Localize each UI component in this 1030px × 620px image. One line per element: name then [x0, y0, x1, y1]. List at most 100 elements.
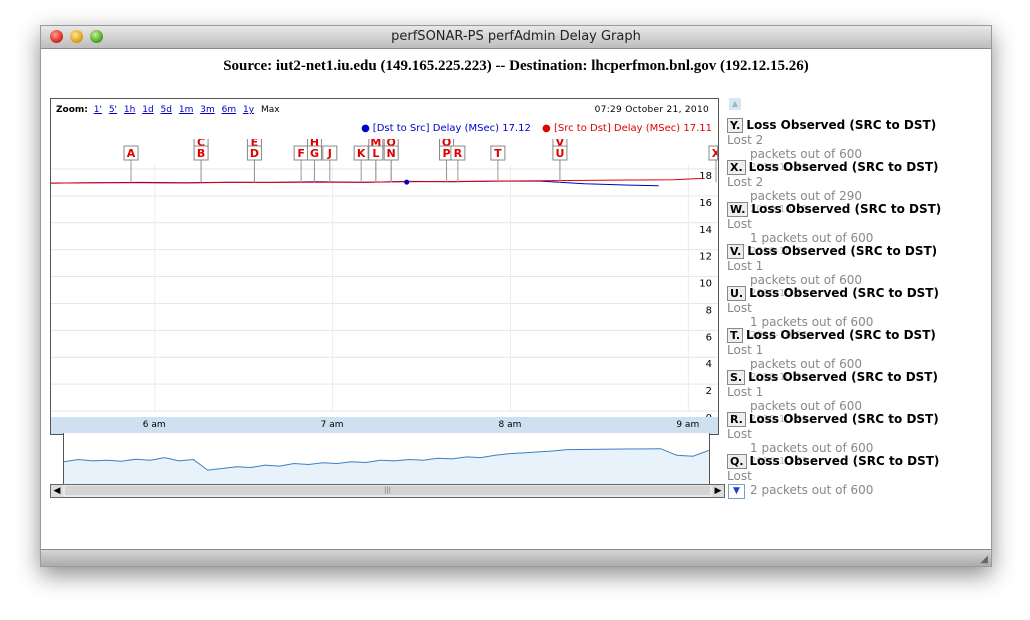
flag-letter: A [127, 147, 136, 160]
annotation-key[interactable]: Y. [727, 118, 744, 133]
annotation-date: 2010-10-21 [750, 204, 809, 215]
window-title: perfSONAR-PS perfAdmin Delay Graph [391, 29, 641, 44]
flag-letter: P [442, 147, 450, 160]
flag-letter: Q [442, 139, 451, 149]
status-bar: ◢ [41, 549, 991, 566]
navigator-area [64, 448, 709, 486]
page-heading: Source: iut2-net1.iu.edu (149.165.225.22… [223, 58, 809, 74]
annotation-text: Lost 2 [727, 175, 764, 189]
annotation-date: 2010-10-21 [750, 330, 809, 341]
close-button[interactable] [50, 30, 63, 43]
y-tick-label: 12 [699, 252, 712, 263]
annotation-text: Lost [727, 427, 752, 441]
flag-letter: F [297, 147, 305, 160]
flag-letter: N [387, 147, 396, 160]
annotation-flag[interactable]: K [353, 145, 369, 183]
flag-letter: V [556, 139, 565, 149]
annotation-key[interactable]: T. [727, 328, 744, 343]
zoom-1y[interactable]: 1y [243, 105, 255, 115]
annotation-detail: 1 packets out of 600 [750, 231, 874, 245]
zoom-5d[interactable]: 5d [160, 105, 172, 115]
legend-blue-marker: ● [361, 123, 370, 134]
annotation-key[interactable]: Q. [727, 454, 747, 469]
annotation-item[interactable]: Y. Loss Observed (SRC to DST) Lost 2 packe… [727, 118, 957, 174]
x-tick-label: 9 am [676, 420, 700, 430]
scroll-up-arrow[interactable]: ▲ [729, 98, 741, 110]
annotation-flag[interactable]: P [439, 145, 455, 183]
annotation-detail: 1 packets out of 600 [750, 315, 874, 329]
annotation-title: Loss Observed (SRC to DST) [749, 454, 940, 468]
annotation-detail: packets out of 600 [750, 273, 862, 287]
annotation-flag[interactable]: G [306, 145, 322, 183]
zoom-5min[interactable]: 5' [108, 105, 118, 115]
annotation-flag[interactable]: D [246, 145, 262, 183]
annotation-key[interactable]: U. [727, 286, 747, 301]
annotation-flag[interactable]: N [383, 145, 399, 183]
scroll-right-arrow[interactable]: ▶ [712, 485, 724, 497]
annotation-key[interactable]: S. [727, 370, 746, 385]
annotation-flag[interactable]: B [193, 145, 209, 183]
annotation-flag[interactable]: R [450, 145, 466, 183]
annotation-key[interactable]: R. [727, 412, 746, 427]
annotation-flag[interactable]: F [293, 145, 309, 183]
annotation-title: Loss Observed (SRC to DST) [748, 412, 939, 426]
zoom-3m[interactable]: 3m [200, 105, 215, 115]
scroll-down-arrow[interactable]: ▼ [728, 484, 745, 499]
annotation-item[interactable]: W. Loss Observed (SRC to DST) Lost 1 packe… [727, 202, 957, 258]
app-window: perfSONAR-PS perfAdmin Delay Graph Sourc… [40, 25, 992, 567]
annotation-item[interactable]: X. Loss Observed (SRC to DST) Lost 2 packe… [727, 160, 957, 216]
annotation-date: 2010-10-21 [750, 162, 809, 173]
zoom-1d[interactable]: 1d [142, 105, 154, 115]
zoom-1m[interactable]: 1m [178, 105, 194, 115]
flag-letter: G [310, 147, 319, 160]
annotation-item[interactable]: Q. Loss Observed (SRC to DST) Lost 2 packe… [727, 454, 957, 497]
zoom-1min[interactable]: 1' [93, 105, 102, 115]
x-tick-label: 7 am [320, 420, 344, 430]
flag-letter: D [250, 147, 259, 160]
annotation-title: Loss Observed (SRC to DST) [751, 202, 942, 216]
annotation-item[interactable]: T. Loss Observed (SRC to DST) Lost 1 packe… [727, 328, 957, 384]
title-bar: perfSONAR-PS perfAdmin Delay Graph [41, 26, 991, 49]
annotation-key[interactable]: V. [727, 244, 745, 259]
y-tick-label: 18 [699, 171, 712, 182]
minimize-button[interactable] [70, 30, 83, 43]
annotation-flag[interactable]: U [552, 145, 568, 183]
resize-grip-icon[interactable]: ◢ [980, 554, 988, 565]
legend-blue-label: [Dst to Src] Delay (MSec) 17.12 [372, 123, 531, 134]
annotation-title: Loss Observed (SRC to DST) [749, 286, 939, 300]
annotation-flag[interactable]: L [368, 145, 384, 183]
zoom-1h[interactable]: 1h [123, 105, 136, 115]
horizontal-scrollbar[interactable]: ◀ ||| ▶ [50, 484, 725, 498]
annotation-flag[interactable]: T [490, 145, 506, 183]
annotation-date: 2010-10-21 [750, 288, 809, 299]
zoom-window-button[interactable] [90, 30, 103, 43]
annotation-detail: packets out of 600 [750, 147, 862, 161]
annotation-text: Lost 1 [727, 343, 764, 357]
scroll-thumb[interactable]: ||| [65, 486, 710, 495]
zoom-6m[interactable]: 6m [221, 105, 237, 115]
y-tick-label: 10 [699, 279, 712, 290]
annotation-flag[interactable]: A [123, 145, 139, 183]
plot-area[interactable]: 024681012141618ACBEDFHGJKMLONQPRTVUXY [51, 139, 718, 417]
annotation-item[interactable]: R. Loss Observed (SRC to DST) Lost 1 packe… [727, 412, 957, 468]
annotation-key[interactable]: W. [727, 202, 749, 217]
annotation-flag[interactable]: X [708, 145, 718, 183]
flag-letter: T [494, 147, 502, 160]
zoom-controls: Zoom: 1' 5' 1h 1d 5d 1m 3m 6m 1y Max [56, 105, 280, 115]
flag-letter: R [454, 147, 463, 160]
annotation-item[interactable]: U. Loss Observed (SRC to DST) Lost 1 packe… [727, 286, 957, 342]
y-tick-label: 8 [706, 305, 712, 316]
annotation-text: Lost 2 [727, 133, 764, 147]
scroll-left-arrow[interactable]: ◀ [51, 485, 63, 497]
annotation-item[interactable]: S. Loss Observed (SRC to DST) Lost 1 packe… [727, 370, 957, 426]
annotation-detail: packets out of 600 [750, 399, 862, 413]
annotation-detail: 2 packets out of 600 [750, 483, 874, 497]
flag-letter: C [197, 139, 205, 149]
range-navigator[interactable] [63, 433, 710, 487]
y-tick-label: 0 [706, 413, 712, 417]
annotation-key[interactable]: X. [727, 160, 746, 175]
annotation-flag[interactable]: J [322, 145, 338, 183]
annotation-item[interactable]: V. Loss Observed (SRC to DST) Lost 1 packe… [727, 244, 957, 300]
flag-letter: X [712, 147, 718, 160]
y-tick-label: 16 [699, 198, 712, 209]
